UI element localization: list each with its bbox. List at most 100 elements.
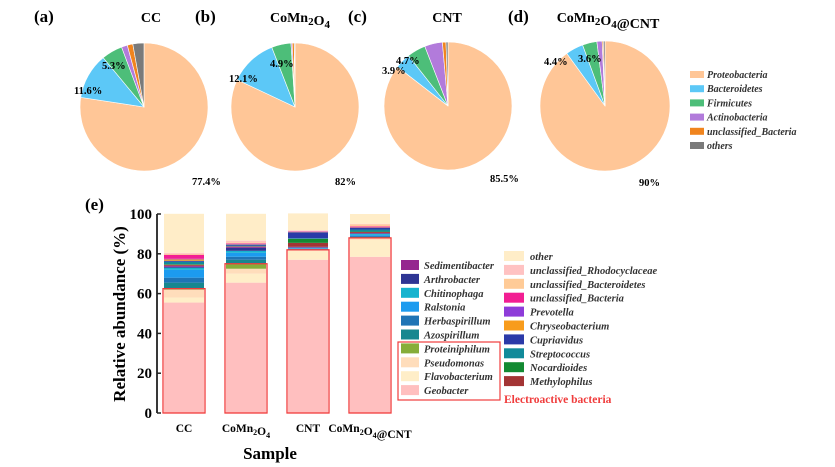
bar-segment-arthrobacter — [288, 247, 328, 248]
bar-segment-streptococcus — [350, 229, 390, 232]
y-tick-label: 60 — [137, 287, 152, 303]
legend-label: Methylophilus — [529, 377, 592, 388]
bar-segment-arthrobacter — [164, 266, 204, 268]
stacked-bar-chart: (e) 0 20 40 60 80 100 CC CoMn2O4 CNT CoMn2O4@CNT… — [85, 195, 657, 463]
electroactive-legend-box — [397, 341, 501, 401]
bar-segment-cupriavidus — [288, 232, 328, 239]
bar-segment-chitinophaga — [350, 233, 390, 235]
legend-label: Firmicutes — [706, 98, 752, 109]
bar-legend-item: Methylophilus — [504, 376, 592, 388]
bar-segment-other — [226, 213, 266, 241]
bar-legend: Sedimentibacter Arthrobacter Chitinophaga R… — [397, 251, 657, 406]
legend-swatch — [690, 85, 704, 93]
pie-data-label: 77.4% — [192, 177, 221, 188]
bar-segment-unclassified-bacteria — [164, 254, 204, 259]
pie-chart-3: (c) CNT 85.5% 3.9%4.7% — [348, 7, 519, 185]
bar-legend-item: Pseudomonas — [401, 357, 484, 369]
bar-segment-herbaspirillum — [350, 235, 390, 237]
pie-legend-item: Actinobacteria — [690, 113, 768, 124]
bars — [162, 213, 392, 414]
legend-swatch — [401, 385, 419, 396]
bar-segment-ralstonia — [350, 234, 390, 236]
legend-swatch — [401, 287, 419, 298]
legend-swatch — [504, 362, 524, 373]
bar-segment-nocardioides — [164, 264, 204, 265]
legend-label: Arthrobacter — [423, 275, 481, 286]
legend-label: Actinobacteria — [706, 113, 768, 124]
x-tick-label: CC — [176, 423, 193, 435]
pie-slice-others — [603, 40, 606, 107]
legend-swatch — [401, 371, 419, 382]
bar-segment-cupriavidus — [164, 260, 204, 262]
y-axis-label: Relative abundance (%) — [110, 226, 129, 402]
legend-label: Streptococcus — [530, 349, 590, 360]
panel-label: (a) — [34, 7, 54, 26]
bar-segment-chryseobacterium — [164, 259, 204, 261]
pie-slice-others — [445, 41, 449, 107]
bar-legend-item: Geobacter — [401, 385, 469, 397]
legend-label: Cupriavidus — [530, 335, 583, 346]
legend-swatch — [504, 376, 524, 387]
pie-title: CNT — [432, 11, 462, 26]
bar-segment-unclassified-bacteroidetes — [350, 224, 390, 227]
legend-label: other — [530, 252, 554, 263]
legend-swatch — [401, 315, 419, 326]
legend-swatch — [401, 301, 419, 312]
bar-segment-nocardioides — [288, 238, 328, 243]
bar-segment-chitinophaga — [226, 250, 266, 253]
legend-swatch — [690, 113, 704, 121]
electroactive-outline — [286, 249, 330, 414]
bar-segment-herbaspirillum — [226, 256, 266, 260]
bar-segment-flavobacterium — [288, 250, 328, 260]
legend-label: Proteobacteria — [707, 70, 768, 81]
bar-legend-item: Prevotella — [504, 306, 574, 319]
bar-segment-unclassified-bacteroidetes — [226, 242, 266, 244]
legend-swatch — [401, 357, 419, 368]
bar-legend-item: Arthrobacter — [401, 273, 481, 286]
bar-segment-unclassified-bacteroidetes — [164, 253, 204, 255]
bar-segment-flavobacterium — [226, 273, 266, 283]
bar-segment-unclassified-bacteria — [226, 243, 266, 244]
bar-segment-methylophilus — [164, 264, 204, 266]
bar-legend-item: Cupriavidus — [504, 334, 583, 346]
bar-legend-item: Herbaspirillum — [401, 315, 491, 328]
pie-data-label: 3.6% — [578, 54, 602, 65]
x-tick-label: CNT — [296, 423, 321, 435]
pie-legend: Proteobacteria Bacteroidetes Firmicutes Act… — [690, 70, 796, 152]
bar-segment-prevotella — [164, 258, 204, 260]
legend-swatch — [504, 320, 524, 331]
legend-label: Chryseobacterium — [530, 322, 609, 333]
bar-segment-geobacter — [226, 282, 266, 413]
bar-segment-geobacter — [164, 302, 204, 413]
legend-label: Flavobacterium — [423, 372, 493, 383]
bar-segment-unclassified-rhodocyclaceae — [164, 252, 204, 254]
panel-label: (d) — [508, 7, 529, 26]
legend-label: others — [707, 141, 733, 152]
bar-legend-item: Nocardioides — [504, 362, 587, 374]
bar-segment-other — [350, 214, 390, 224]
legend-label: unclassified_Rhodocyclaceae — [530, 266, 657, 277]
pie-data-label: 5.3% — [102, 61, 126, 72]
legend-swatch — [401, 273, 419, 284]
bar-legend-item: Ralstonia — [401, 301, 465, 314]
legend-label: Nocardioides — [529, 363, 587, 374]
bar-segment-azospirillum — [164, 282, 204, 289]
bar-segment-ralstonia — [226, 252, 266, 257]
pie-legend-item: unclassified_Bacteria — [690, 127, 796, 138]
pie-slice-proteobacteria — [539, 40, 671, 172]
panel-label: (b) — [195, 7, 216, 26]
bar-segment-arthrobacter — [226, 247, 266, 251]
bar-segment-flavobacterium — [164, 297, 204, 303]
bar-legend-item: Streptococcus — [504, 348, 590, 360]
legend-swatch — [401, 343, 419, 354]
legend-swatch — [504, 292, 524, 303]
bar-segment-cupriavidus — [350, 227, 390, 230]
pie-legend-item: others — [690, 141, 733, 152]
x-tick-label: CoMn2O4@CNT — [328, 423, 412, 441]
bar-segment-pseudomonas — [164, 289, 204, 298]
bar-stack-cnt — [286, 213, 330, 414]
bar-segment-unclassified-bacteria — [350, 226, 390, 227]
pie-data-label: 12.1% — [229, 74, 258, 85]
electroactive-label: Electroactive bacteria — [504, 394, 612, 406]
bar-legend-item: other — [504, 251, 554, 263]
